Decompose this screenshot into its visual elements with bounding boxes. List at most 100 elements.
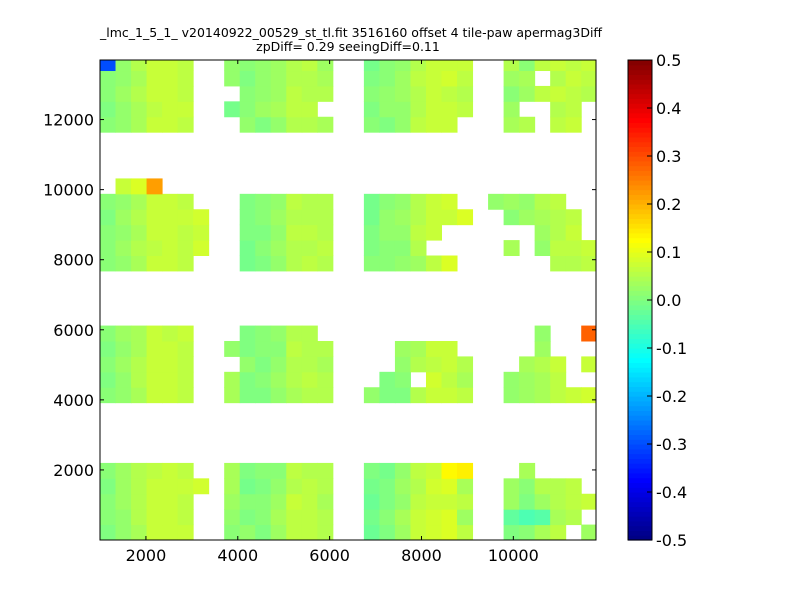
heatmap-cell (534, 509, 551, 526)
heatmap-cell (100, 70, 117, 87)
heatmap-cell (441, 255, 458, 272)
heatmap-cell (441, 371, 458, 388)
heatmap-cell (519, 371, 536, 388)
heatmap-cell (379, 70, 396, 87)
heatmap-cell (565, 60, 582, 72)
heatmap-cell (301, 340, 318, 357)
heatmap-cell (565, 387, 582, 404)
colorbar-segment (628, 468, 652, 474)
heatmap-cell (363, 85, 380, 102)
heatmap-cell (239, 116, 256, 133)
heatmap-cell (286, 371, 303, 388)
heatmap-cell (317, 240, 334, 257)
colorbar-segment (628, 69, 652, 75)
heatmap-cell (255, 509, 272, 526)
heatmap-cell (550, 101, 567, 118)
heatmap-cell (239, 371, 256, 388)
colorbar-segment (628, 492, 652, 498)
y-tick-label: 2000 (53, 461, 94, 480)
colorbar-segment (628, 271, 652, 277)
heatmap-cell (286, 509, 303, 526)
heatmap-cell (177, 101, 194, 118)
colorbar-tick-label: -0.4 (656, 483, 687, 502)
colorbar-segment (628, 328, 652, 335)
colorbar-segment (628, 290, 652, 296)
heatmap-cell (519, 60, 536, 72)
colorbar-segment (628, 429, 652, 435)
heatmap-cell (146, 325, 163, 342)
heatmap-cell (441, 340, 458, 357)
heatmap-cell (131, 193, 148, 210)
heatmap-cell (115, 60, 132, 72)
heatmap-cell (363, 509, 380, 526)
heatmap-cell (317, 340, 334, 357)
heatmap-cell (581, 387, 597, 404)
heatmap-cell (131, 60, 148, 72)
heatmap-cell (270, 193, 287, 210)
heatmap-cell (441, 462, 458, 479)
heatmap-cell (255, 70, 272, 87)
heatmap-cell (100, 224, 117, 241)
heatmap-cell (363, 116, 380, 133)
heatmap-cell (131, 325, 148, 342)
heatmap-cell (410, 524, 427, 541)
heatmap-cell (410, 224, 427, 241)
heatmap-cell (146, 240, 163, 257)
heatmap-cell (565, 493, 582, 510)
colorbar-tick-label: 0.1 (656, 243, 681, 262)
heatmap-cell (255, 224, 272, 241)
colorbar: -0.5 -0.4 -0.3 -0.2 -0.1 0.0 0.1 0.2 0.3 0.4 0.5 (627, 51, 687, 550)
heatmap-cell (534, 524, 551, 541)
heatmap-cell (177, 224, 194, 241)
heatmap-cell (457, 101, 474, 118)
heatmap-cell (379, 509, 396, 526)
heatmap-cell (224, 493, 241, 510)
heatmap-cell (457, 209, 474, 226)
heatmap-cell (286, 60, 303, 72)
colorbar-segment (628, 232, 652, 239)
colorbar-segment (628, 194, 652, 200)
colorbar-segment (628, 338, 652, 344)
heatmap-cell (162, 240, 179, 257)
heatmap-cell (100, 524, 117, 541)
heatmap-cell (379, 60, 396, 72)
heatmap-cell (565, 255, 582, 272)
heatmap-cell (100, 101, 117, 118)
colorbar-segment (628, 424, 652, 431)
heatmap-cell (177, 493, 194, 510)
heatmap-cell (503, 116, 520, 133)
heatmap-cell (534, 325, 551, 342)
heatmap-cell (425, 462, 443, 479)
heatmap-cell (394, 116, 411, 133)
heatmap-cell (379, 240, 396, 257)
colorbar-segment (628, 511, 652, 517)
heatmap-cell (286, 493, 303, 510)
heatmap-cell (581, 524, 597, 541)
colorbar-segment (628, 213, 652, 219)
heatmap-cell (410, 240, 427, 257)
heatmap-cell (503, 240, 520, 257)
heatmap-cell (100, 371, 117, 388)
heatmap-cell (115, 255, 132, 272)
heatmap-cell (115, 387, 132, 404)
heatmap-cell (162, 85, 179, 102)
colorbar-segment (628, 434, 652, 440)
heatmap-cell (379, 101, 396, 118)
heatmap-cell (457, 509, 474, 526)
heatmap-cell (270, 101, 287, 118)
heatmap-cell (363, 524, 380, 541)
heatmap-cell (224, 524, 241, 541)
heatmap-cell (224, 478, 241, 495)
heatmap-cell (131, 70, 148, 87)
heatmap-cell (301, 493, 318, 510)
heatmap-cell (131, 371, 148, 388)
colorbar-tick-label: 0.3 (656, 147, 681, 166)
heatmap-cell (317, 70, 334, 87)
heatmap-cell (100, 509, 117, 526)
heatmap-cell (115, 101, 132, 118)
heatmap-cell (224, 101, 241, 118)
colorbar-segment (628, 386, 652, 392)
heatmap-cell (146, 493, 163, 510)
heatmap-cell (270, 60, 287, 72)
heatmap-cell (115, 509, 132, 526)
